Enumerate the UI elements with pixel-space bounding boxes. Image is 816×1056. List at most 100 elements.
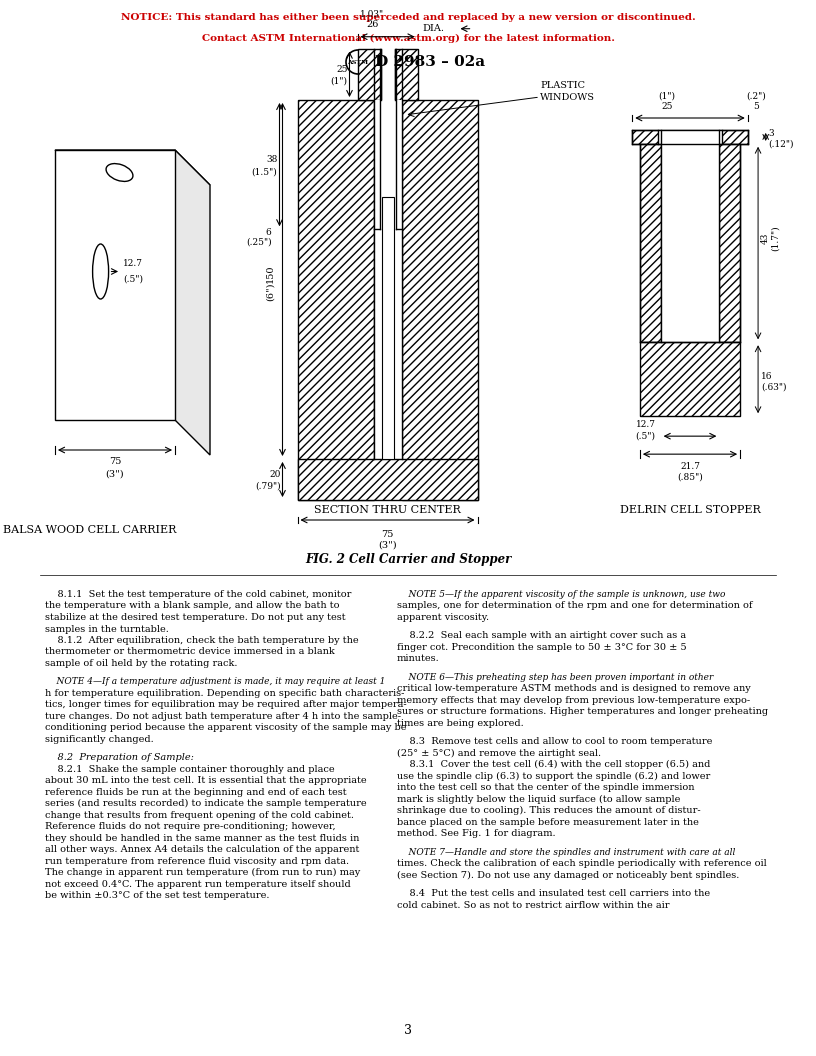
Bar (720, 144, 740, 342)
Text: sures or structure formations. Higher temperatures and longer preheating: sures or structure formations. Higher te… (397, 708, 768, 716)
Text: NOTE 6—This preheating step has been proven important in other: NOTE 6—This preheating step has been pro… (397, 673, 713, 682)
Text: 20: 20 (269, 470, 281, 479)
Text: (.12"): (.12") (769, 139, 794, 149)
Text: apparent viscosity.: apparent viscosity. (397, 612, 489, 622)
Bar (632, 130, 747, 144)
Text: stabilize at the desired test temperature. Do not put any test: stabilize at the desired test temperatur… (45, 612, 346, 622)
Text: (.85"): (.85") (677, 472, 703, 482)
Bar (640, 342, 740, 416)
Text: run temperature from reference fluid viscosity and rpm data.: run temperature from reference fluid vis… (45, 856, 349, 866)
Bar (298, 459, 477, 499)
Text: PLASTIC: PLASTIC (540, 80, 585, 90)
Polygon shape (55, 150, 210, 185)
Text: (3"): (3") (378, 541, 397, 550)
Text: Reference fluids do not require pre-conditioning; however,: Reference fluids do not require pre-cond… (45, 823, 335, 831)
Text: 16: 16 (761, 372, 773, 381)
Polygon shape (175, 150, 210, 455)
Text: 3: 3 (769, 130, 774, 138)
Text: sample of oil held by the rotating rack.: sample of oil held by the rotating rack. (45, 659, 237, 668)
Text: NOTE 5—If the apparent viscosity of the sample is unknown, use two: NOTE 5—If the apparent viscosity of the … (397, 590, 725, 599)
Text: not exceed 0.4°C. The apparent run temperature itself should: not exceed 0.4°C. The apparent run tempe… (45, 880, 351, 889)
Bar (382, 197, 393, 459)
Text: 43: 43 (761, 232, 770, 244)
Bar (640, 342, 740, 416)
Text: NOTE 4—If a temperature adjustment is made, it may require at least 1: NOTE 4—If a temperature adjustment is ma… (45, 677, 385, 686)
Text: SECTION THRU CENTER: SECTION THRU CENTER (314, 505, 461, 515)
Text: reference fluids be run at the beginning and end of each test: reference fluids be run at the beginning… (45, 788, 347, 797)
Text: NOTICE: This standard has either been superceded and replaced by a new version o: NOTICE: This standard has either been su… (121, 14, 695, 22)
Text: method. See Fig. 1 for diagram.: method. See Fig. 1 for diagram. (397, 829, 556, 838)
Bar (357, 49, 380, 100)
Text: 12.7: 12.7 (636, 420, 656, 429)
Text: change that results from frequent opening of the cold cabinet.: change that results from frequent openin… (45, 811, 354, 819)
Text: (3"): (3") (106, 470, 124, 478)
Bar (640, 144, 661, 342)
Text: about 30 mL into the test cell. It is essential that the appropriate: about 30 mL into the test cell. It is es… (45, 776, 366, 786)
Text: mark is slightly below the liquid surface (to allow sample: mark is slightly below the liquid surfac… (397, 795, 681, 804)
Text: 8.2.1  Shake the sample container thoroughly and place: 8.2.1 Shake the sample container thoroug… (45, 765, 335, 774)
Text: times. Check the calibration of each spindle periodically with reference oil: times. Check the calibration of each spi… (397, 860, 767, 868)
Text: (.2"): (.2") (746, 92, 765, 101)
Text: ASTM: ASTM (348, 59, 369, 64)
Text: FIG. 2 Cell Carrier and Stopper: FIG. 2 Cell Carrier and Stopper (305, 553, 511, 566)
Text: conditioning period because the apparent viscosity of the sample may be: conditioning period because the apparent… (45, 723, 406, 733)
Text: (see Section 7). Do not use any damaged or noticeably bent spindles.: (see Section 7). Do not use any damaged … (397, 870, 739, 880)
Text: (25° ± 5°C) and remove the airtight seal.: (25° ± 5°C) and remove the airtight seal… (397, 749, 601, 758)
Bar (401, 100, 477, 499)
Text: series (and results recorded) to indicate the sample temperature: series (and results recorded) to indicat… (45, 799, 366, 809)
Bar (401, 100, 477, 499)
Text: (1.5"): (1.5") (252, 167, 277, 176)
Text: memory effects that may develop from previous low-temperature expo-: memory effects that may develop from pre… (397, 696, 750, 704)
Text: h for temperature equilibration. Depending on specific bath characteris-: h for temperature equilibration. Dependi… (45, 689, 405, 698)
Text: 12.7: 12.7 (123, 259, 143, 268)
Bar (357, 49, 380, 100)
Text: tics, longer times for equilibration may be required after major tempera-: tics, longer times for equilibration may… (45, 700, 406, 710)
Text: 21.7: 21.7 (680, 463, 700, 471)
Text: 8.2.2  Seal each sample with an airtight cover such as a: 8.2.2 Seal each sample with an airtight … (397, 631, 686, 640)
Text: 8.4  Put the test cells and insulated test cell carriers into the: 8.4 Put the test cells and insulated tes… (397, 889, 710, 898)
Text: (.25"): (.25") (246, 238, 272, 247)
Text: (.79"): (.79") (255, 482, 281, 491)
Text: they should be handled in the same manner as the test fluids in: they should be handled in the same manne… (45, 834, 359, 843)
Text: 75: 75 (109, 457, 122, 467)
Text: 8.2  Preparation of Sample:: 8.2 Preparation of Sample: (45, 753, 194, 762)
Text: times are being explored.: times are being explored. (397, 719, 524, 728)
Bar (632, 130, 747, 144)
Text: 5: 5 (752, 102, 759, 111)
Text: BALSA WOOD CELL CARRIER: BALSA WOOD CELL CARRIER (3, 525, 177, 535)
Bar (298, 459, 477, 499)
Text: WINDOWS: WINDOWS (540, 93, 595, 101)
Bar (394, 49, 418, 100)
Bar (298, 100, 374, 499)
Text: (1"): (1") (659, 92, 676, 101)
Bar (658, 130, 722, 144)
Text: into the test cell so that the center of the spindle immersion: into the test cell so that the center of… (397, 784, 694, 792)
Bar (298, 100, 374, 499)
Bar (394, 49, 418, 100)
Text: The change in apparent run temperature (from run to run) may: The change in apparent run temperature (… (45, 868, 360, 878)
Text: 25: 25 (661, 102, 672, 111)
Text: DELRIN CELL STOPPER: DELRIN CELL STOPPER (619, 505, 761, 515)
Text: 38: 38 (266, 155, 277, 164)
Bar (55, 150, 175, 420)
Bar (720, 144, 740, 342)
Text: use the spindle clip (6.3) to support the spindle (6.2) and lower: use the spindle clip (6.3) to support th… (397, 772, 710, 780)
Text: 1.03": 1.03" (361, 10, 384, 19)
Text: critical low-temperature ASTM methods and is designed to remove any: critical low-temperature ASTM methods an… (397, 684, 751, 694)
Ellipse shape (106, 164, 133, 182)
Text: shrinkage due to cooling). This reduces the amount of distur-: shrinkage due to cooling). This reduces … (397, 806, 701, 815)
Text: 8.1.2  After equilibration, check the bath temperature by the: 8.1.2 After equilibration, check the bat… (45, 636, 358, 645)
Text: 150: 150 (265, 264, 274, 283)
Text: (.63"): (.63") (761, 382, 787, 392)
Text: NOTE 7—Handle and store the spindles and instrument with care at all: NOTE 7—Handle and store the spindles and… (397, 848, 735, 856)
Text: 3: 3 (404, 1023, 412, 1037)
Text: the temperature with a blank sample, and allow the bath to: the temperature with a blank sample, and… (45, 602, 339, 610)
Text: 25: 25 (336, 64, 348, 74)
Text: 75: 75 (381, 530, 393, 539)
Text: DIA.: DIA. (423, 24, 445, 33)
Ellipse shape (92, 244, 109, 299)
Text: 8.1.1  Set the test temperature of the cold cabinet, monitor: 8.1.1 Set the test temperature of the co… (45, 590, 352, 599)
Text: (1"): (1") (330, 77, 348, 86)
Bar (374, 100, 401, 459)
Text: finger cot. Precondition the sample to 50 ± 3°C for 30 ± 5: finger cot. Precondition the sample to 5… (397, 643, 686, 652)
